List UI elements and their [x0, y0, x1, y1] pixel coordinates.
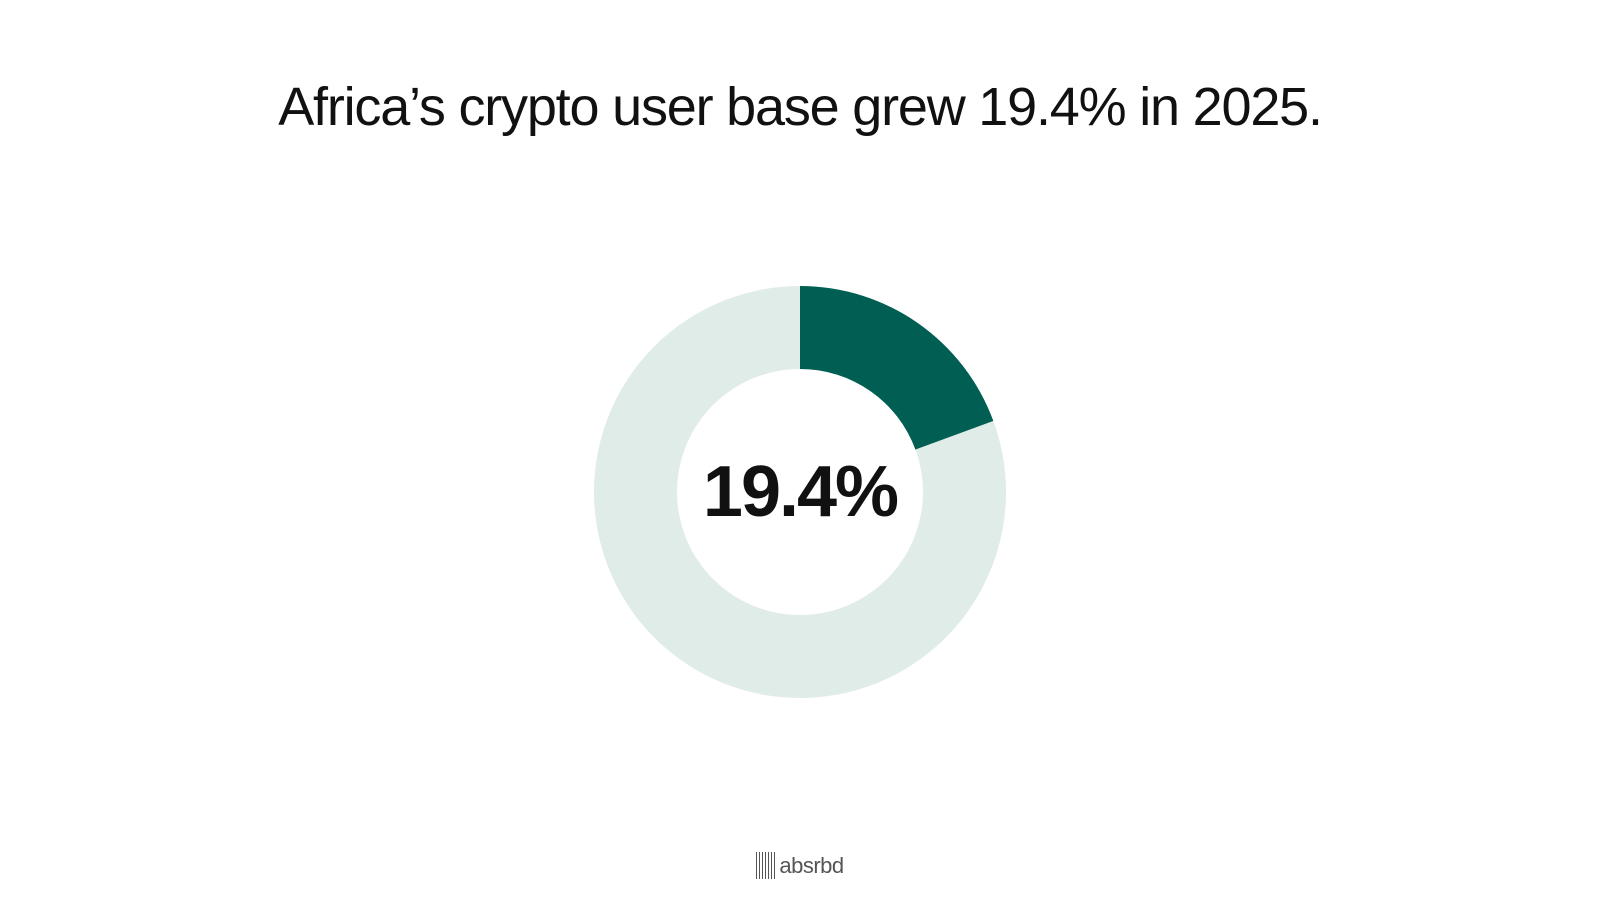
barcode-icon	[756, 851, 776, 879]
chart-title: Africa’s crypto user base grew 19.4% in …	[278, 77, 1323, 137]
donut-slice-remainder	[594, 286, 1006, 698]
donut-chart: 19.4%	[590, 282, 1010, 702]
center-value-label: 19.4%	[703, 452, 898, 532]
donut-chart-svg: 19.4%	[594, 286, 1006, 698]
donut-slice-highlight	[800, 286, 994, 450]
donut-slices	[594, 286, 1006, 698]
brand-logo: absrbd	[0, 850, 1600, 880]
brand-name: absrbd	[779, 852, 844, 878]
